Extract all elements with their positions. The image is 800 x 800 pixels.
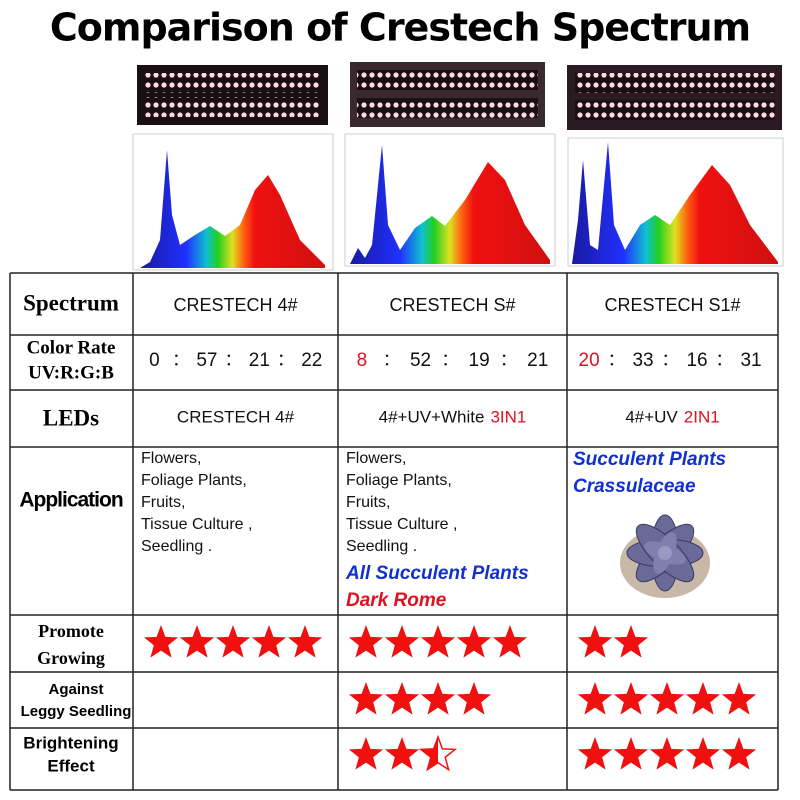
- application-note: Dark Rome: [346, 590, 447, 611]
- led-type: 4#+UV+White: [379, 407, 485, 426]
- separator: ：: [608, 350, 625, 369]
- star: [348, 737, 384, 770]
- row-label: Against: [48, 681, 103, 698]
- color-rate-value: 31: [740, 350, 761, 371]
- star: [420, 682, 456, 715]
- star: [179, 625, 215, 658]
- application-highlight: All Succulent Plants: [345, 563, 529, 584]
- succulent-image: [620, 514, 710, 598]
- star: [613, 682, 649, 715]
- color-rate-value: 52: [410, 350, 431, 371]
- star: [251, 625, 287, 658]
- title: Comparison of Crestech Spectrum: [50, 6, 750, 50]
- separator: ：: [716, 350, 733, 369]
- application-line: Seedling .: [141, 538, 212, 555]
- led-type: CRESTECH 4#: [177, 407, 295, 426]
- color-rate-value: 57: [196, 350, 217, 371]
- spectrum-images: [132, 133, 784, 271]
- color-rate-value: 33: [632, 350, 653, 371]
- separator: ：: [441, 350, 458, 369]
- row-label: Leggy Seedling: [21, 703, 132, 720]
- application-line: Fruits,: [346, 494, 390, 511]
- application-line: Tissue Culture ,: [346, 516, 457, 533]
- product-name: CRESTECH 4#: [173, 295, 297, 315]
- star: [384, 682, 420, 715]
- application-line: Seedling .: [346, 538, 417, 555]
- star: [577, 737, 613, 770]
- color-rate-value: 19: [469, 350, 490, 371]
- color-rate-value: 21: [527, 350, 548, 371]
- row-label: Application: [19, 489, 123, 512]
- led-tag: 2IN1: [684, 407, 720, 426]
- row-label: Brightening: [23, 733, 118, 752]
- star: [577, 625, 613, 658]
- led-tag: 3IN1: [490, 407, 526, 426]
- separator: ：: [662, 350, 679, 369]
- star: [721, 737, 757, 770]
- star: [143, 625, 179, 658]
- star: [215, 625, 251, 658]
- star: [613, 625, 649, 658]
- color-rate-value: 20: [579, 350, 600, 371]
- row-label: Effect: [47, 756, 95, 775]
- star: [685, 737, 721, 770]
- led-type: 4#+UV: [625, 407, 678, 426]
- star: [649, 737, 685, 770]
- star-fill: [420, 737, 438, 770]
- star: [420, 625, 456, 658]
- color-rate-value: 22: [301, 350, 322, 371]
- product-name: CRESTECH S#: [389, 295, 515, 315]
- separator: ：: [172, 350, 189, 369]
- color-rate-value: 21: [249, 350, 270, 371]
- star-rating: [577, 682, 757, 715]
- row-label: Color Rate: [27, 337, 116, 358]
- application-line: Foliage Plants,: [141, 472, 247, 489]
- star: [384, 625, 420, 658]
- star: [287, 625, 323, 658]
- star: [348, 682, 384, 715]
- row-label: Growing: [37, 648, 105, 668]
- star-rating: [348, 682, 492, 715]
- separator: ：: [277, 350, 294, 369]
- row-label: UV:R:G:B: [28, 362, 114, 383]
- application-line: Tissue Culture ,: [141, 516, 252, 533]
- star: [384, 737, 420, 770]
- row-label: Spectrum: [23, 290, 119, 315]
- star-rating: [348, 625, 528, 658]
- application-line: Flowers,: [141, 450, 201, 467]
- row-label: Promote: [38, 621, 104, 641]
- separator: ：: [500, 350, 517, 369]
- application-line: Foliage Plants,: [346, 472, 452, 489]
- star-rating: [348, 734, 458, 772]
- star: [649, 682, 685, 715]
- star: [685, 682, 721, 715]
- application-line: Flowers,: [346, 450, 406, 467]
- row-label: LEDs: [43, 405, 99, 430]
- separator: ：: [225, 350, 242, 369]
- star-rating: [143, 625, 323, 658]
- color-rate-value: 0: [149, 350, 160, 371]
- star-rating: [577, 625, 649, 658]
- application-highlight: Crassulaceae: [573, 476, 696, 497]
- application-highlight: Succulent Plants: [573, 449, 726, 470]
- color-rate-value: 16: [686, 350, 707, 371]
- star: [456, 682, 492, 715]
- star-rating: [577, 737, 757, 770]
- star: [348, 625, 384, 658]
- application-line: Fruits,: [141, 494, 185, 511]
- product-name: CRESTECH S1#: [604, 295, 740, 315]
- star: [456, 625, 492, 658]
- star: [577, 682, 613, 715]
- star: [721, 682, 757, 715]
- star: [492, 625, 528, 658]
- led-panels: [137, 62, 782, 130]
- table-grid: [9, 272, 779, 791]
- star: [613, 737, 649, 770]
- color-rate-value: 8: [357, 350, 368, 371]
- separator: ：: [383, 350, 400, 369]
